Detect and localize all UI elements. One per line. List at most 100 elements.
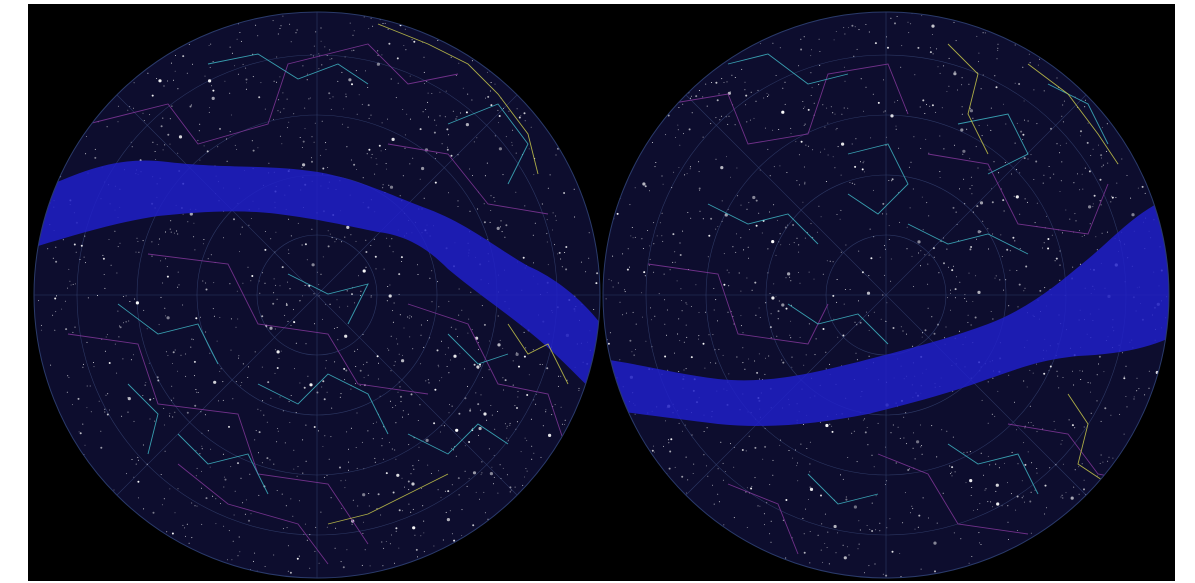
star [193, 236, 195, 238]
star [169, 118, 171, 120]
star [803, 107, 805, 109]
star [439, 431, 441, 433]
star [730, 176, 731, 178]
star [1028, 53, 1030, 55]
star [679, 144, 681, 146]
star [941, 429, 943, 431]
star [740, 290, 742, 292]
star [1049, 177, 1051, 179]
star [135, 301, 139, 305]
star [1096, 374, 1098, 376]
left-constellations [117, 53, 529, 495]
star [834, 167, 836, 169]
star [426, 81, 428, 82]
star [885, 446, 887, 448]
star [68, 376, 70, 378]
star [698, 187, 701, 190]
star [423, 83, 425, 85]
star [490, 195, 492, 197]
star [768, 355, 770, 357]
star [464, 445, 466, 447]
star [363, 377, 365, 379]
star [458, 412, 461, 415]
star [824, 126, 826, 128]
star [302, 295, 304, 297]
star [402, 175, 404, 177]
star [771, 296, 775, 300]
star [1039, 58, 1040, 60]
star [1083, 426, 1085, 428]
star [718, 93, 720, 95]
star [882, 294, 884, 296]
star [277, 428, 279, 429]
star [177, 88, 179, 90]
star [200, 411, 202, 413]
star [446, 366, 448, 367]
star [1018, 83, 1021, 85]
star [439, 380, 440, 382]
star [635, 349, 636, 350]
star [762, 458, 764, 460]
star [313, 293, 315, 295]
star [446, 148, 449, 151]
star [802, 201, 804, 203]
star [332, 96, 334, 98]
star-map-canvas[interactable] [28, 4, 1175, 581]
star [848, 554, 850, 556]
star [1096, 249, 1098, 251]
star [820, 494, 822, 497]
star [1121, 158, 1123, 160]
star [813, 278, 815, 280]
star [192, 63, 193, 65]
star [56, 295, 57, 297]
star [255, 24, 257, 26]
star [469, 210, 471, 212]
star [891, 550, 894, 553]
star [1103, 371, 1105, 373]
star [466, 485, 468, 487]
star [826, 107, 828, 109]
star [966, 300, 968, 302]
star [809, 441, 811, 443]
star [507, 440, 509, 442]
star [217, 146, 219, 148]
star [744, 89, 746, 91]
star [788, 450, 790, 451]
star [282, 410, 284, 412]
star [515, 152, 517, 154]
star [525, 468, 527, 469]
star [85, 153, 87, 155]
star [262, 272, 263, 274]
star [528, 374, 530, 376]
star [925, 138, 927, 140]
star [367, 87, 369, 88]
star [511, 141, 513, 143]
star [1014, 82, 1016, 84]
star [362, 364, 364, 366]
star [809, 471, 811, 473]
star [759, 378, 760, 380]
star [273, 278, 275, 280]
star [899, 553, 901, 554]
star [673, 171, 675, 173]
star [1028, 422, 1029, 424]
star [434, 119, 436, 121]
star [281, 266, 284, 269]
star [366, 153, 368, 155]
star [248, 224, 250, 226]
star [394, 449, 396, 451]
star [171, 532, 174, 535]
star [868, 355, 870, 357]
star [441, 340, 442, 342]
star [166, 531, 168, 533]
star [913, 432, 914, 434]
star [116, 272, 118, 274]
star [685, 324, 687, 326]
star [499, 339, 501, 341]
star [301, 244, 303, 246]
star [533, 174, 535, 176]
star [193, 360, 196, 363]
star [951, 269, 954, 272]
star [427, 320, 428, 321]
star [1084, 167, 1086, 169]
